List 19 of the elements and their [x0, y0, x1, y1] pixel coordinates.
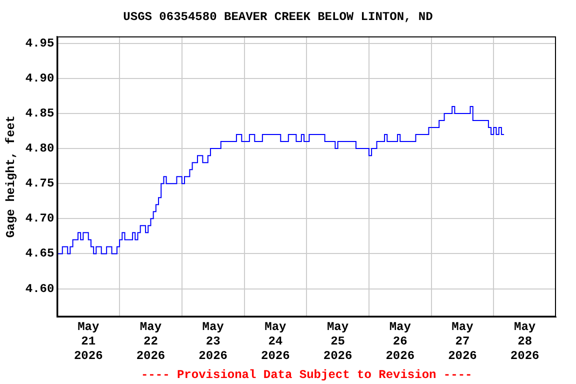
y-tick-label: 4.65	[25, 246, 54, 261]
x-tick-label: May 21 2026	[74, 320, 103, 363]
y-tick-label: 4.75	[25, 176, 54, 191]
y-tick-label: 4.90	[25, 71, 54, 86]
chart-title: USGS 06354580 BEAVER CREEK BELOW LINTON, ND	[123, 10, 433, 24]
x-tick-label: May 28 2026	[510, 320, 540, 363]
y-tick-label: 4.95	[25, 36, 54, 50]
x-tick-label: May 23 2026	[198, 320, 228, 363]
y-tick-label: 4.80	[25, 142, 54, 156]
x-tick-label: May 25 2026	[323, 320, 352, 363]
y-tick-label: 4.85	[25, 106, 54, 121]
y-tick-label: 4.60	[25, 282, 54, 296]
x-tick-label: May 26 2026	[386, 320, 415, 363]
x-tick-label: May 27 2026	[448, 320, 477, 363]
x-tick-label: May 22 2026	[136, 320, 166, 363]
y-axis-title: Gage height, feet	[4, 115, 18, 238]
x-tick-label: May 24 2026	[261, 320, 290, 363]
text: ---- Provisional Data Subject to Revision ----	[140, 368, 472, 382]
y-tick-label: 4.70	[25, 212, 54, 226]
